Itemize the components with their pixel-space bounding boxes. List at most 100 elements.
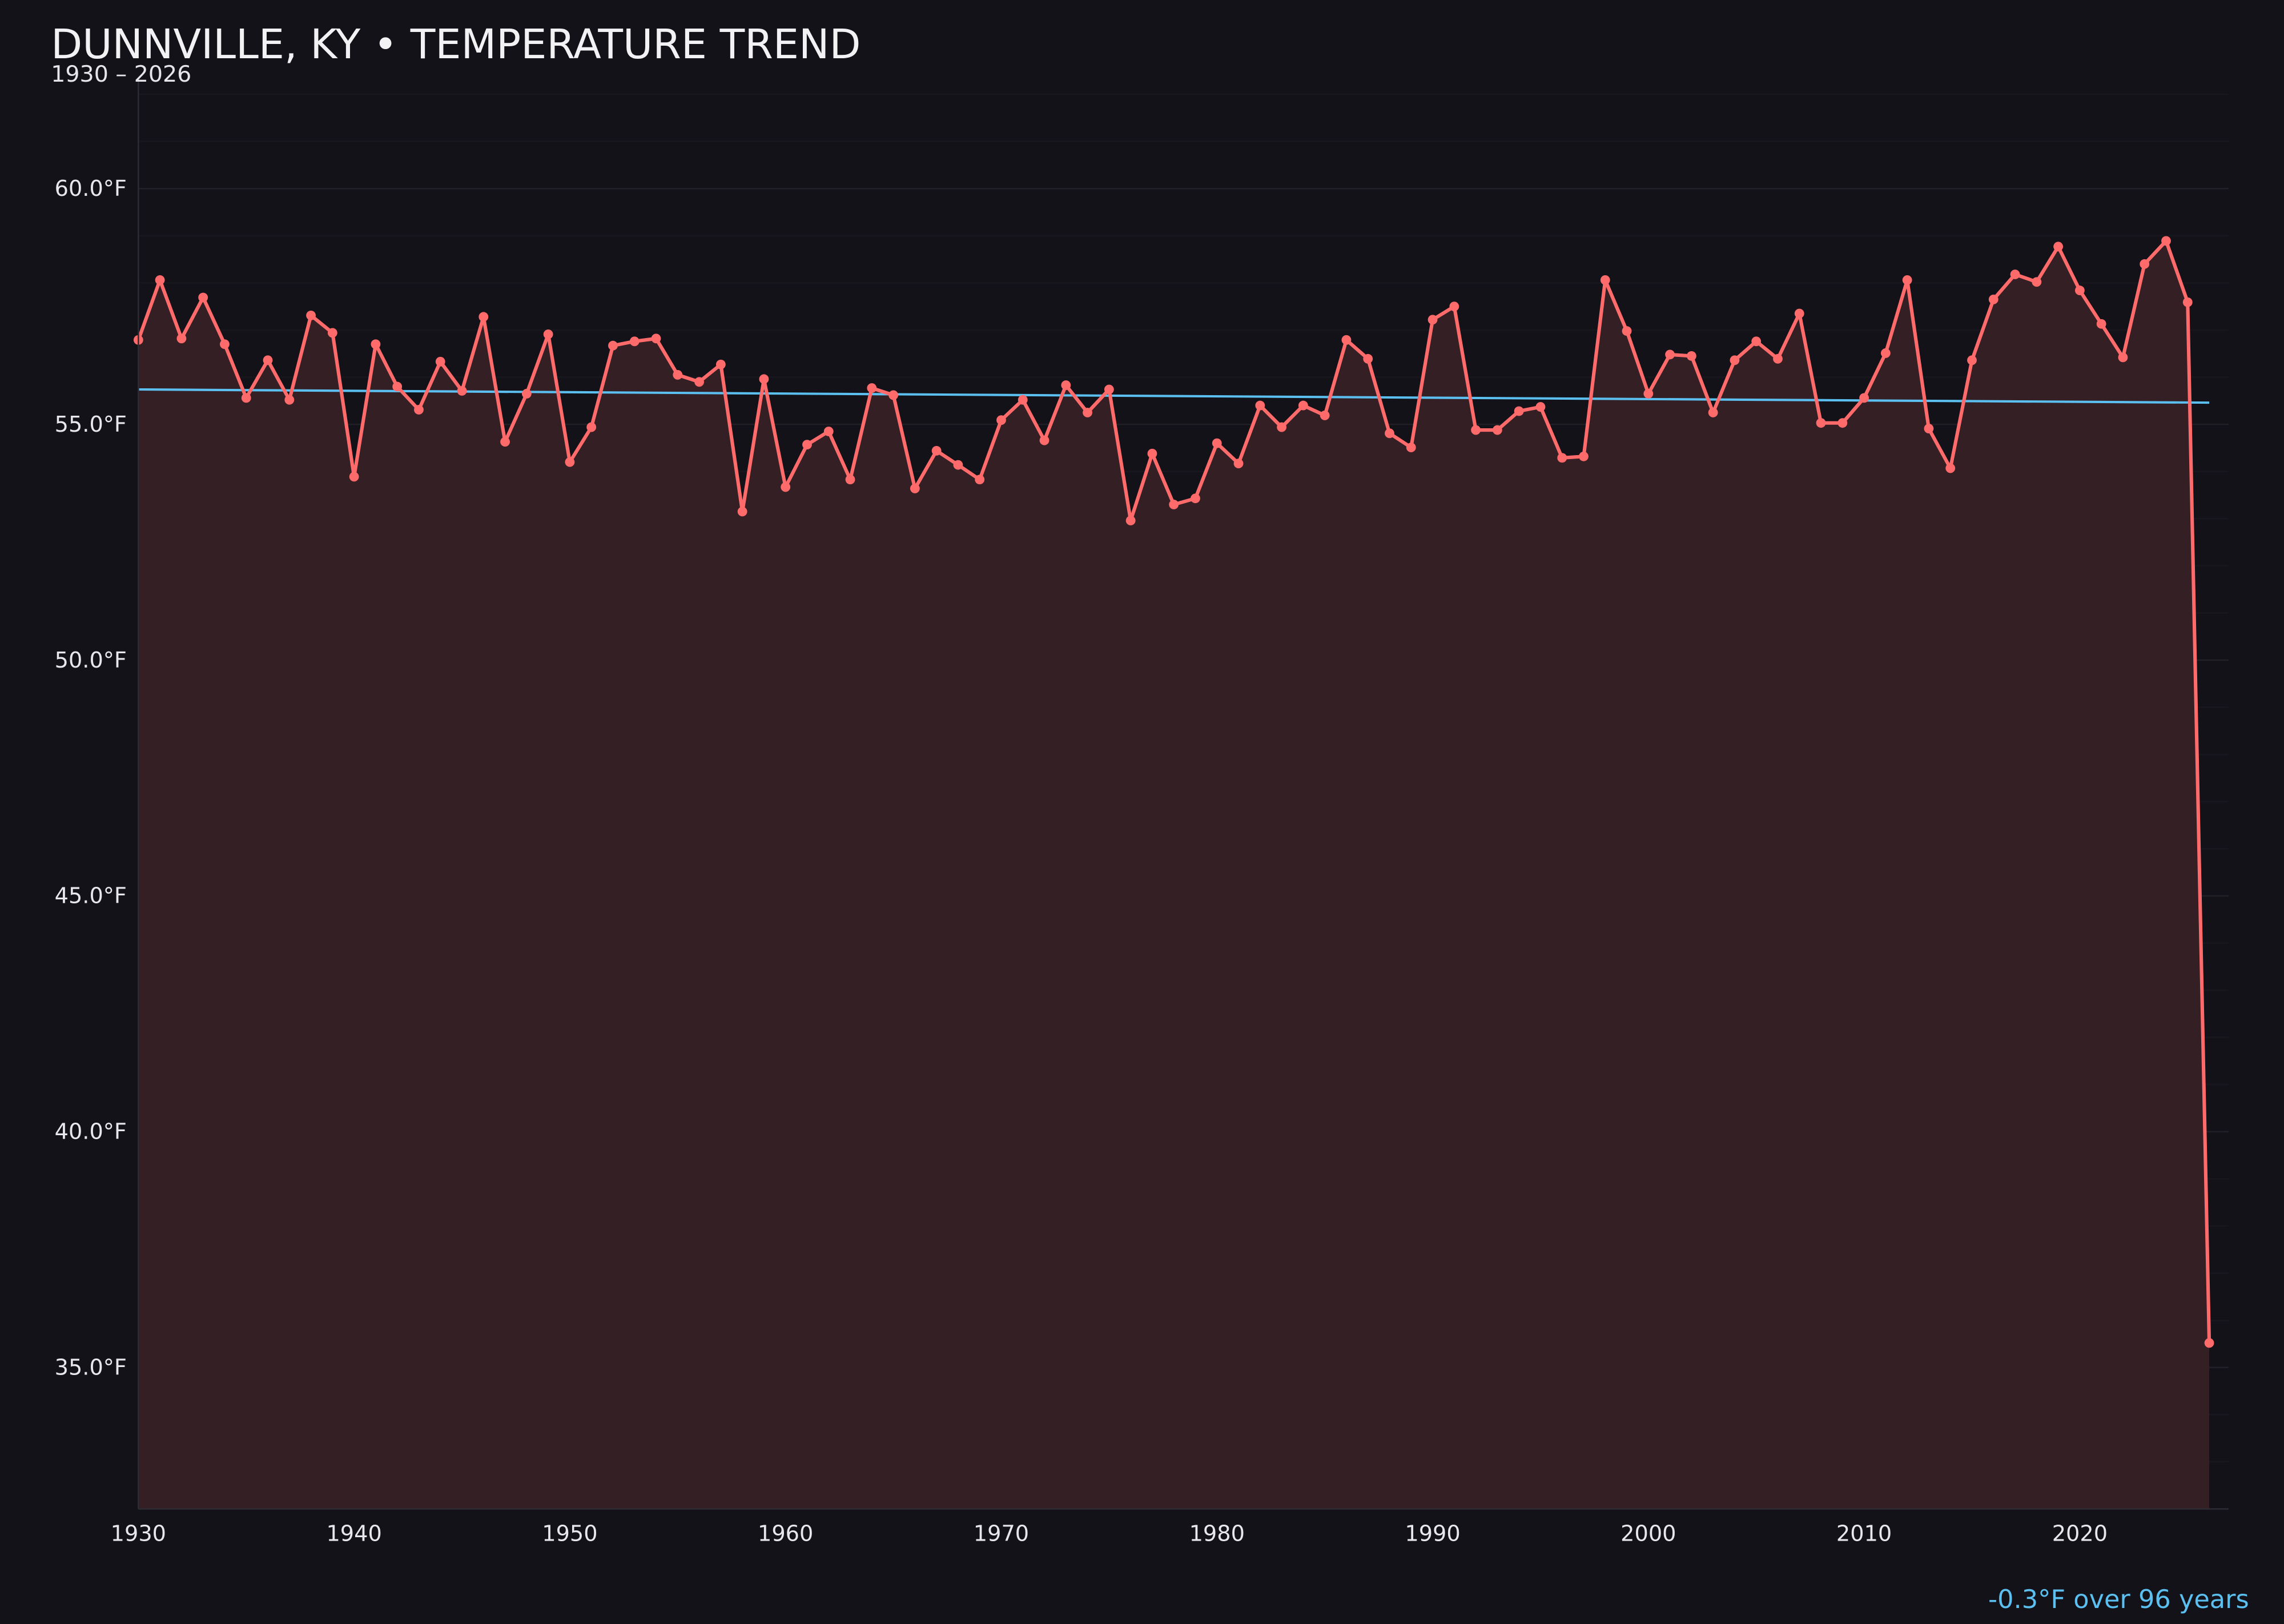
data-point-1948 bbox=[521, 389, 532, 399]
data-point-1981 bbox=[1233, 459, 1244, 469]
data-point-1940 bbox=[349, 472, 359, 482]
data-point-2014 bbox=[1945, 463, 1956, 473]
y-tick-label: 40.0°F bbox=[55, 1119, 127, 1145]
data-point-1984 bbox=[1298, 400, 1308, 411]
data-point-1953 bbox=[629, 336, 640, 347]
data-point-1994 bbox=[1514, 406, 1524, 416]
data-point-1956 bbox=[694, 377, 705, 387]
data-point-1967 bbox=[931, 445, 942, 456]
data-point-1993 bbox=[1492, 425, 1502, 435]
data-point-1958 bbox=[737, 507, 747, 517]
data-point-1997 bbox=[1579, 451, 1589, 461]
data-point-1986 bbox=[1341, 335, 1352, 345]
data-point-2010 bbox=[1859, 393, 1869, 403]
data-point-1982 bbox=[1255, 400, 1265, 411]
data-point-2022 bbox=[2118, 352, 2128, 363]
data-point-1976 bbox=[1125, 516, 1136, 526]
data-point-2013 bbox=[1924, 424, 1934, 433]
series-points bbox=[133, 236, 2214, 1348]
data-point-1938 bbox=[306, 310, 316, 320]
data-point-1971 bbox=[1018, 395, 1028, 405]
data-point-1959 bbox=[759, 374, 769, 384]
data-point-2017 bbox=[2010, 270, 2020, 279]
data-point-1947 bbox=[500, 437, 510, 447]
data-point-1950 bbox=[565, 457, 575, 467]
data-point-1936 bbox=[263, 355, 273, 365]
data-point-2018 bbox=[2032, 277, 2042, 287]
data-point-2000 bbox=[1643, 389, 1654, 399]
x-tick-label: 2000 bbox=[1620, 1521, 1676, 1547]
data-point-2020 bbox=[2074, 286, 2085, 296]
data-point-1933 bbox=[198, 292, 208, 303]
x-tick-label: 1990 bbox=[1405, 1521, 1460, 1547]
data-point-1966 bbox=[910, 484, 920, 493]
data-point-1935 bbox=[241, 393, 251, 403]
data-point-1970 bbox=[996, 415, 1006, 425]
x-tick-labels: 1930 1940 1950 1960 1970 1980 1990 2000 2010 2020 bbox=[111, 1521, 2108, 1547]
x-tick-label: 1950 bbox=[542, 1521, 597, 1547]
x-tick-label: 1970 bbox=[974, 1521, 1029, 1547]
data-point-1969 bbox=[975, 475, 985, 485]
data-point-1934 bbox=[220, 339, 230, 349]
y-tick-label: 55.0°F bbox=[55, 412, 127, 437]
data-point-1973 bbox=[1061, 380, 1071, 391]
data-point-1974 bbox=[1083, 408, 1093, 417]
data-point-2008 bbox=[1816, 418, 1826, 428]
data-point-2006 bbox=[1773, 353, 1783, 364]
data-point-1960 bbox=[781, 482, 791, 492]
data-point-2009 bbox=[1837, 418, 1848, 428]
x-tick-label: 2010 bbox=[1836, 1521, 1892, 1547]
data-point-1954 bbox=[651, 333, 661, 344]
data-point-1949 bbox=[543, 329, 553, 339]
data-point-1987 bbox=[1363, 353, 1373, 364]
data-point-1931 bbox=[155, 275, 165, 285]
data-point-2016 bbox=[1988, 294, 1998, 304]
data-point-1951 bbox=[586, 422, 597, 432]
data-point-1944 bbox=[435, 356, 445, 367]
data-point-1998 bbox=[1600, 275, 1610, 285]
data-point-1996 bbox=[1557, 453, 1567, 463]
data-point-1943 bbox=[414, 405, 424, 415]
data-point-1991 bbox=[1449, 302, 1459, 312]
data-point-2005 bbox=[1751, 336, 1762, 347]
y-tick-label: 60.0°F bbox=[55, 176, 127, 202]
data-point-1965 bbox=[888, 390, 899, 400]
data-point-1964 bbox=[867, 383, 877, 393]
data-point-2001 bbox=[1665, 349, 1675, 360]
data-point-2026 bbox=[2204, 1338, 2214, 1348]
data-point-1957 bbox=[715, 359, 726, 369]
trend-annotation: -0.3°F over 96 years bbox=[1988, 1585, 2249, 1614]
data-point-2024 bbox=[2161, 236, 2171, 246]
data-point-2011 bbox=[1880, 348, 1891, 358]
data-point-1975 bbox=[1104, 384, 1114, 395]
data-point-1946 bbox=[478, 312, 489, 322]
x-tick-label: 1960 bbox=[758, 1521, 813, 1547]
data-point-1937 bbox=[284, 395, 295, 405]
data-point-1992 bbox=[1471, 425, 1481, 435]
data-point-1990 bbox=[1427, 315, 1438, 325]
data-point-2012 bbox=[1902, 275, 1912, 285]
data-point-1983 bbox=[1277, 422, 1287, 432]
data-point-1961 bbox=[802, 440, 812, 450]
data-point-1977 bbox=[1147, 448, 1157, 459]
y-tick-label: 45.0°F bbox=[55, 883, 127, 909]
data-point-2007 bbox=[1794, 308, 1804, 319]
data-point-1932 bbox=[176, 333, 187, 344]
data-point-1952 bbox=[608, 340, 618, 351]
data-point-2004 bbox=[1730, 355, 1740, 365]
data-point-1995 bbox=[1535, 402, 1546, 412]
data-point-1988 bbox=[1385, 428, 1394, 439]
data-point-1972 bbox=[1039, 435, 1049, 445]
series-area-fill bbox=[138, 240, 2210, 1509]
x-tick-label: 1930 bbox=[111, 1521, 166, 1547]
data-point-2023 bbox=[2140, 259, 2150, 269]
chart-title: DUNNVILLE, KY • TEMPERATURE TREND bbox=[51, 21, 860, 68]
y-tick-label: 35.0°F bbox=[55, 1355, 127, 1381]
data-point-2021 bbox=[2096, 319, 2106, 329]
data-point-1979 bbox=[1191, 493, 1200, 504]
x-tick-label: 1980 bbox=[1189, 1521, 1245, 1547]
data-point-1968 bbox=[953, 460, 963, 470]
data-point-2025 bbox=[2182, 297, 2193, 307]
data-point-1945 bbox=[457, 386, 467, 396]
